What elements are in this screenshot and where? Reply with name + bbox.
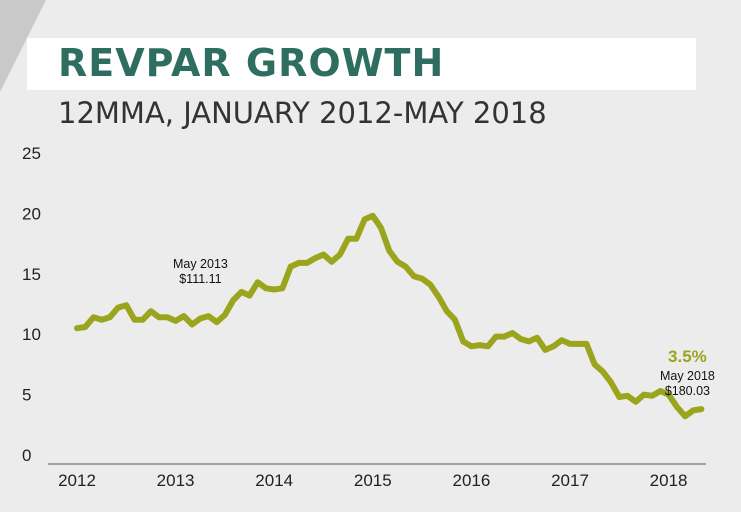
revpar-growth-line: [74, 212, 705, 420]
y-axis: 0 5 10 15 20 25: [22, 144, 41, 465]
x-axis: 2012 2013 2014 2015 2016 2017 2018: [48, 463, 706, 490]
y-tick-label: 5: [22, 386, 31, 405]
x-tick-label: 2017: [551, 471, 589, 490]
annotation-value: $111.11: [179, 272, 221, 286]
y-tick-label: 25: [22, 144, 41, 163]
annotation-value: $180.03: [665, 384, 710, 398]
x-tick-label: 2014: [255, 471, 293, 490]
y-tick-label: 20: [22, 204, 41, 223]
x-tick-label: 2016: [452, 471, 490, 490]
chart-title: REVPAR GROWTH: [58, 41, 445, 85]
y-tick-label: 10: [22, 325, 41, 344]
x-tick-label: 2013: [157, 471, 195, 490]
annotation-label: May 2013: [173, 257, 228, 271]
y-tick-label: 0: [22, 446, 31, 465]
x-tick-label: 2018: [650, 471, 688, 490]
annotation-may-2013: May 2013 $111.11: [173, 257, 228, 286]
chart-subtitle: 12MMA, JANUARY 2012-MAY 2018: [58, 96, 547, 130]
annotation-growth-value: 3.5%: [668, 347, 707, 366]
annotation-label: May 2018: [660, 369, 715, 383]
x-tick-label: 2015: [354, 471, 392, 490]
x-tick-label: 2012: [58, 471, 96, 490]
title-band: [27, 38, 696, 90]
y-tick-label: 15: [22, 265, 41, 284]
annotation-may-2018: 3.5% May 2018 $180.03: [660, 347, 715, 398]
